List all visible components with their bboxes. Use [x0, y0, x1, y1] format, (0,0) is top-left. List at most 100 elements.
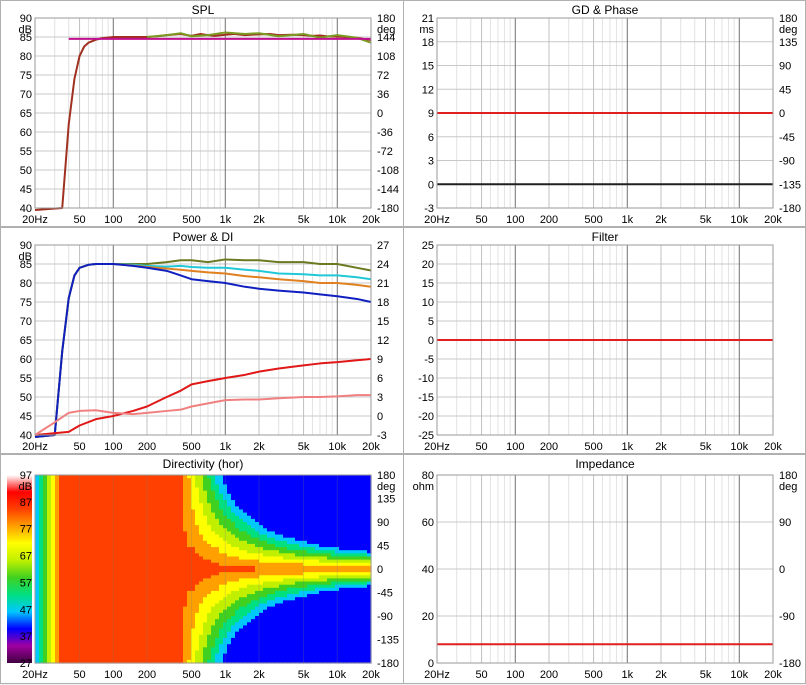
x-tick-label: 5k [298, 441, 310, 453]
x-tick-label: 1k [621, 214, 633, 226]
y2-tick-label: -144 [377, 184, 399, 196]
x-tick-label: 500 [182, 214, 200, 226]
y-tick-label: 80 [20, 278, 32, 290]
y-tick-label: 18 [422, 37, 434, 49]
x-tick-label: 20Hz [22, 214, 48, 226]
y-tick-label: 70 [20, 89, 32, 101]
y2-tick-label: 36 [377, 89, 389, 101]
x-tick-label: 10k [730, 441, 748, 453]
chart-title: Power & DI [173, 230, 234, 244]
x-tick-label: 50 [73, 441, 85, 453]
y-tick-label: 75 [20, 70, 32, 82]
y-tick-label: 55 [20, 373, 32, 385]
y2-tick-label: 27 [377, 240, 389, 252]
x-tick-label: 1k [621, 441, 633, 453]
y2-tick-label: -90 [779, 156, 795, 168]
x-tick-label: 20k [362, 441, 380, 453]
x-tick-label: 500 [182, 441, 200, 453]
y-axis-unit: ms [419, 24, 434, 36]
y-tick-label: 80 [20, 51, 32, 63]
y2-axis-unit: deg [779, 24, 797, 36]
x-tick-label: 50 [475, 214, 487, 226]
x-tick-label: 100 [506, 214, 524, 226]
y-tick-label: 50 [20, 165, 32, 177]
chart-spl: SPL908580757065605550454018014410872360-… [1, 1, 405, 228]
y-tick-label: 70 [20, 316, 32, 328]
x-tick-label: 20Hz [22, 441, 48, 453]
y2-tick-label: -180 [377, 203, 399, 215]
x-tick-label: 2k [253, 441, 265, 453]
y-tick-label: 50 [20, 392, 32, 404]
series-line [35, 34, 371, 210]
x-tick-label: 10k [730, 214, 748, 226]
y2-tick-label: 108 [377, 51, 395, 63]
y2-tick-label: -36 [377, 127, 393, 139]
y2-axis-unit: deg [377, 24, 395, 36]
x-tick-label: 500 [584, 214, 602, 226]
y-tick-label: 60 [20, 354, 32, 366]
x-tick-label: 500 [584, 441, 602, 453]
y2-tick-label: 45 [779, 84, 791, 96]
y-tick-label: 20 [422, 259, 434, 271]
y-tick-label: 25 [422, 240, 434, 252]
y-tick-label: 65 [20, 108, 32, 120]
y2-tick-label: -72 [377, 146, 393, 158]
x-tick-label: 2k [655, 441, 667, 453]
y-tick-label: 75 [20, 297, 32, 309]
y-tick-label: 15 [422, 278, 434, 290]
y-tick-label: 9 [428, 108, 434, 120]
y-tick-label: 55 [20, 146, 32, 158]
series-line [35, 395, 371, 435]
y2-tick-label: 90 [779, 61, 791, 73]
x-tick-label: 2k [655, 214, 667, 226]
x-tick-label: 50 [73, 214, 85, 226]
x-tick-label: 5k [700, 214, 712, 226]
x-tick-label: 20Hz [424, 214, 450, 226]
chart-gd-phase: GD & Phase211815129630-318013590450-45-9… [404, 1, 806, 228]
x-tick-label: 20k [362, 214, 380, 226]
chart-directivity: Directivity (hor)97877767574737271801359… [1, 455, 405, 685]
x-tick-label: 200 [138, 441, 156, 453]
y-tick-label: -5 [424, 354, 434, 366]
y2-tick-label: -135 [779, 179, 801, 191]
y2-tick-label: 9 [377, 354, 383, 366]
x-tick-label: 10k [328, 214, 346, 226]
y-tick-label: 3 [428, 156, 434, 168]
y-tick-label: -20 [418, 411, 434, 423]
x-tick-label: 1k [219, 214, 231, 226]
chart-title: SPL [192, 3, 215, 17]
y-tick-label: 10 [422, 297, 434, 309]
y2-tick-label: 12 [377, 335, 389, 347]
x-tick-label: 100 [104, 214, 122, 226]
x-tick-label: 1k [219, 441, 231, 453]
y2-tick-label: -108 [377, 165, 399, 177]
y2-tick-label: 72 [377, 70, 389, 82]
x-tick-label: 50 [475, 441, 487, 453]
y-tick-label: 45 [20, 184, 32, 196]
y2-tick-label: 18 [377, 297, 389, 309]
y2-tick-label: 6 [377, 373, 383, 385]
y-axis-unit: dB [19, 251, 32, 263]
y2-tick-label: -45 [779, 132, 795, 144]
y2-tick-label: 135 [779, 37, 797, 49]
x-tick-label: 5k [700, 441, 712, 453]
y-tick-label: -15 [418, 392, 434, 404]
chart-title: Directivity (hor) [163, 457, 244, 471]
x-tick-label: 20k [764, 441, 782, 453]
y2-tick-label: 15 [377, 316, 389, 328]
y2-tick-label: -180 [779, 203, 801, 215]
y2-tick-label: 3 [377, 392, 383, 404]
y-tick-label: -10 [418, 373, 434, 385]
y-tick-label: 6 [428, 132, 434, 144]
x-tick-label: 100 [506, 441, 524, 453]
x-tick-label: 200 [540, 441, 558, 453]
y2-tick-label: 0 [377, 411, 383, 423]
y2-tick-label: 0 [779, 108, 785, 120]
x-tick-label: 10k [328, 441, 346, 453]
